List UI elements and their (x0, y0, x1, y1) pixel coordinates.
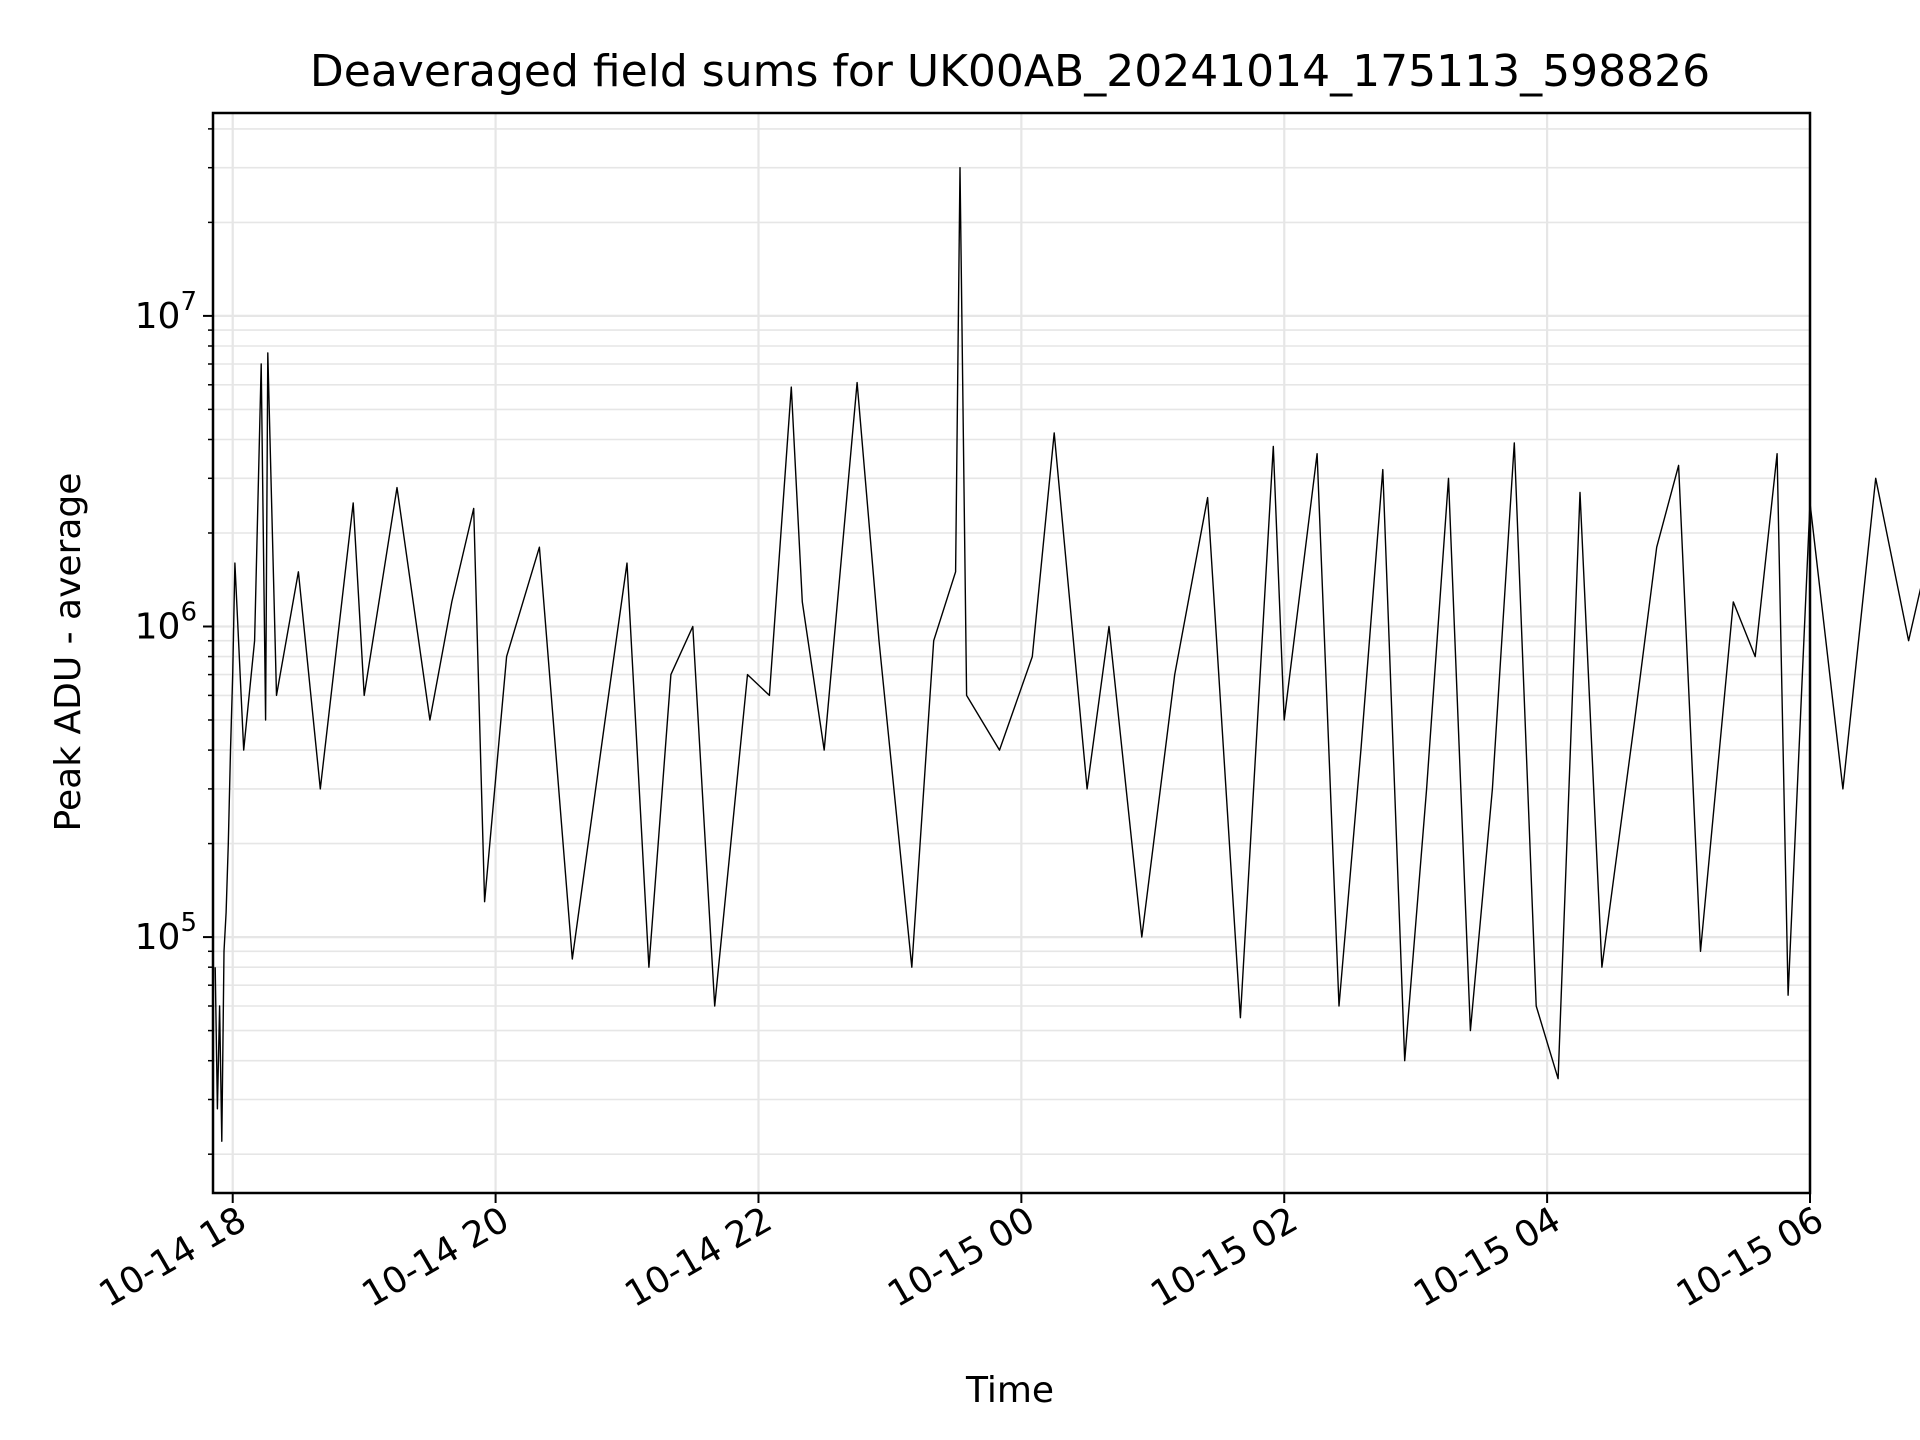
x-axis-label: Time (965, 1370, 1054, 1411)
chart-title: Deaveraged field sums for UK00AB_2024101… (310, 46, 1710, 97)
y-axis-label: Peak ADU - average (48, 473, 89, 832)
